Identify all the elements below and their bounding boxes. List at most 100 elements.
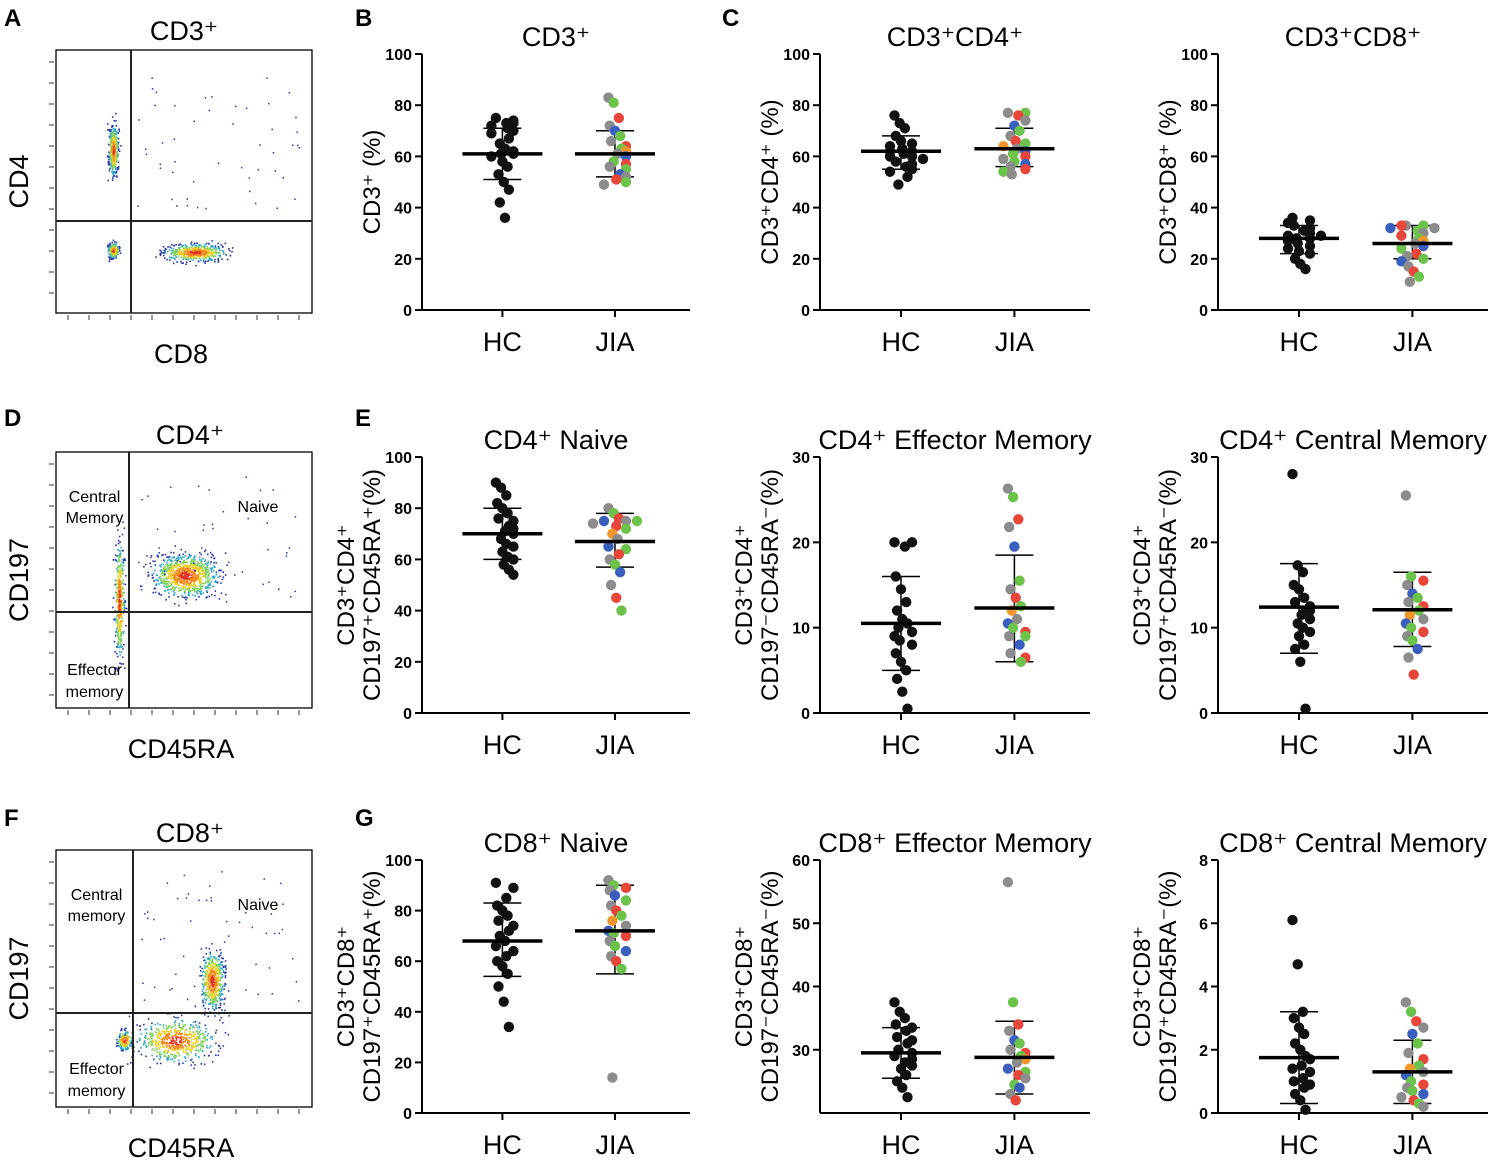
data-point (893, 179, 904, 190)
data-point (498, 176, 509, 188)
data-point (1299, 639, 1310, 650)
series-hc (462, 477, 543, 580)
y-tick-label: 100 (385, 450, 412, 467)
y-tick-label: 0 (1199, 1106, 1208, 1123)
data-point (1007, 148, 1019, 160)
data-point (1288, 1076, 1300, 1087)
data-point (1412, 592, 1423, 603)
event-cloud (115, 871, 300, 1070)
data-point (899, 1012, 911, 1024)
y-tick-label: 0 (801, 303, 810, 320)
y-tick-label: 80 (394, 98, 412, 115)
data-point (1413, 271, 1425, 282)
data-point (1292, 238, 1303, 249)
data-point (620, 515, 632, 527)
data-point (1005, 584, 1016, 595)
y-tick-label: 8 (1199, 853, 1208, 870)
chart-title: CD4⁺ Central Memory (1219, 425, 1487, 455)
data-point (894, 635, 905, 646)
chart-title: CD8⁺ Central Memory (1219, 828, 1487, 858)
data-point (1293, 245, 1305, 257)
data-point (1300, 263, 1311, 275)
chart-cd8-central-memory: CD8⁺ Central Memory 0 2 4 6 8 CD3⁺CD8⁺ CD197⁺CD… (1129, 828, 1488, 1160)
data-point (1292, 959, 1303, 970)
data-point (889, 110, 900, 121)
data-point (1418, 1101, 1429, 1112)
gate-label-central: Central (71, 887, 123, 904)
data-point (1013, 1019, 1024, 1030)
series-jia (974, 876, 1055, 1106)
panel-label-c: C (722, 5, 739, 32)
data-point (1288, 1012, 1300, 1024)
data-point (620, 945, 632, 957)
data-point (1010, 592, 1021, 603)
y-tick-label: 20 (394, 655, 412, 672)
y-axis-label: CD3⁺CD8⁺ (1129, 926, 1156, 1047)
data-point (493, 915, 504, 926)
series-jia (1372, 997, 1453, 1112)
y-tick-label: 60 (394, 149, 412, 166)
data-point (1293, 631, 1305, 642)
data-point (499, 212, 511, 224)
y-tick-label: 30 (792, 450, 810, 467)
chart-cd4-effector-memory: CD4⁺ Effector Memory 0 10 20 30 CD3⁺CD4⁺ CD197… (731, 425, 1092, 760)
data-point (891, 1031, 903, 1043)
data-point (1287, 914, 1298, 926)
data-point (1297, 1006, 1309, 1017)
data-point (1403, 1047, 1414, 1059)
data-point (605, 579, 617, 591)
data-point (1002, 483, 1014, 494)
data-point (1002, 876, 1014, 888)
flow-title: CD3⁺ (150, 16, 218, 46)
plot-frame (55, 49, 313, 314)
panel-label-g: G (355, 805, 374, 832)
chart-cd4-naive: CD4⁺ Naive 0 20 40 60 80 100 CD3⁺CD4⁺ CD197⁺CD45… (333, 425, 690, 760)
data-point (598, 515, 610, 527)
data-point (1408, 669, 1419, 680)
data-point (1007, 997, 1019, 1008)
data-point (616, 963, 627, 974)
data-point (917, 153, 929, 165)
series-jia (574, 92, 655, 190)
x-category-label: HC (882, 730, 921, 760)
data-point (609, 940, 621, 952)
data-point (1005, 1044, 1016, 1055)
data-point (616, 910, 627, 921)
data-point (895, 135, 907, 147)
data-point (1412, 643, 1423, 655)
data-point (1418, 575, 1429, 586)
data-point (503, 925, 515, 937)
flow-plot-cd8: CD8⁺ CD45RA CD197 Central memory Naive Effecto… (4, 818, 313, 1163)
data-point (607, 915, 618, 926)
data-point (1300, 1104, 1311, 1116)
data-point (611, 956, 622, 967)
x-category-label: JIA (1393, 730, 1432, 760)
data-point (616, 605, 627, 616)
y-tick-label: 40 (394, 1005, 412, 1022)
data-point (620, 895, 632, 906)
series-hc (1259, 212, 1339, 275)
data-point (1011, 1057, 1023, 1068)
data-point (495, 482, 507, 493)
y-tick-label: 40 (1190, 201, 1208, 218)
data-point (1295, 656, 1306, 667)
data-point (906, 151, 918, 162)
chart-title: CD4⁺ Effector Memory (818, 425, 1092, 455)
panel-label-b: B (355, 5, 372, 32)
x-category-label: HC (483, 327, 522, 357)
y-axis-label: CD197⁺CD45RA⁺(%) (359, 870, 386, 1102)
y-tick-label: 30 (1190, 450, 1208, 467)
data-point (620, 176, 632, 188)
data-point (901, 596, 912, 608)
gate-label-central-2: memory (68, 908, 126, 925)
data-point (1407, 635, 1418, 646)
data-point (1407, 1028, 1418, 1040)
y-tick-label: 100 (1181, 47, 1208, 64)
plot-frame (55, 849, 313, 1108)
data-point (1006, 169, 1017, 180)
data-point (1002, 107, 1014, 119)
series-hc (861, 997, 941, 1103)
series-hc (861, 110, 941, 190)
data-point (587, 518, 599, 529)
